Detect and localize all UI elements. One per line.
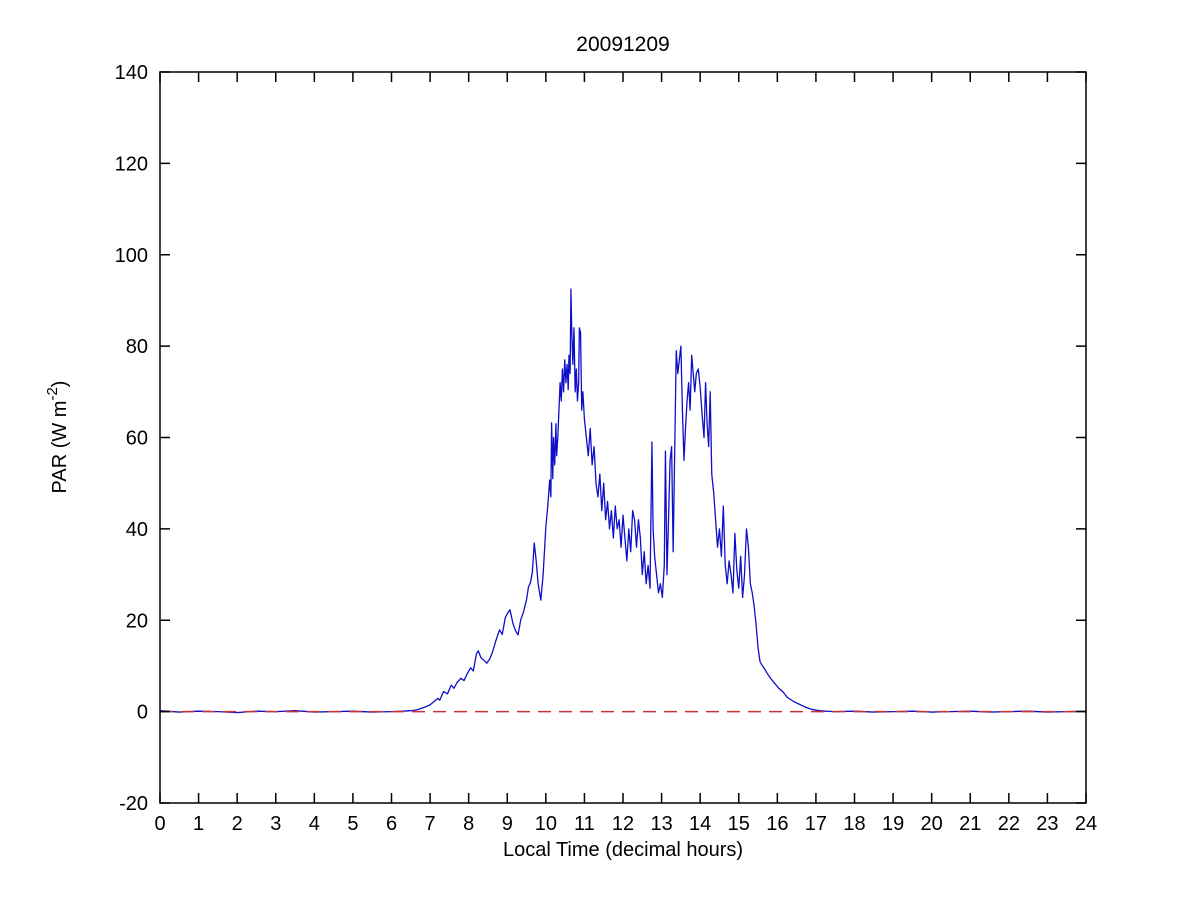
plot-box [159,71,1087,804]
x-tick-label: 3 [270,813,281,835]
y-tick-label: 0 [137,702,148,724]
chart-title: 20091209 [576,33,669,56]
y-axis-ticks [160,71,1086,804]
y-axis-label-close: ) [49,381,71,388]
y-tick-label: 40 [126,519,148,541]
x-tick-label: 17 [805,813,827,835]
y-tick-label: 120 [115,153,148,175]
x-tick-label: 12 [612,813,634,835]
y-axis-label-main: PAR (W m [49,401,71,494]
x-tick-label: 18 [843,813,865,835]
x-tick-label: 0 [154,813,165,835]
x-axis-ticks [159,72,1087,803]
x-tick-label: 20 [921,813,943,835]
x-tick-label: 8 [463,813,474,835]
x-tick-label: 1 [193,813,204,835]
x-tick-label: 24 [1075,813,1097,835]
x-tick-label: 15 [728,813,750,835]
x-tick-label: 4 [309,813,320,835]
y-tick-label: -20 [119,793,148,815]
x-tick-label: 16 [766,813,788,835]
x-tick-label: 21 [959,813,981,835]
x-tick-label: 22 [998,813,1020,835]
y-axis-label-superscript: -2 [44,387,61,400]
y-tick-label: 20 [126,610,148,632]
y-tick-label: 60 [126,428,148,450]
x-tick-label: 6 [386,813,397,835]
x-axis-tick-labels: 0 1 2 3 4 5 6 7 8 9 10 11 12 13 14 15 16 17 18 19 20 21 22 23 24 [154,813,1097,835]
series-PAR [159,288,1087,714]
x-tick-label: 10 [535,813,557,835]
x-tick-label: 7 [425,813,436,835]
x-tick-label: 19 [882,813,904,835]
y-axis-label: PAR (W m-2) [44,381,71,494]
x-tick-label: 5 [347,813,358,835]
series-layer [159,288,1087,714]
x-axis-label: Local Time (decimal hours) [503,839,743,861]
x-tick-label: 14 [689,813,711,835]
x-tick-label: 23 [1036,813,1058,835]
x-tick-label: 9 [502,813,513,835]
x-tick-label: 2 [232,813,243,835]
y-axis-tick-labels: -20 0 20 40 60 80 100 120 140 [115,62,148,815]
y-tick-label: 140 [115,62,148,84]
y-tick-label: 80 [126,336,148,358]
x-tick-label: 11 [574,813,595,835]
y-tick-label: 100 [115,245,148,267]
x-tick-label: 13 [650,813,672,835]
